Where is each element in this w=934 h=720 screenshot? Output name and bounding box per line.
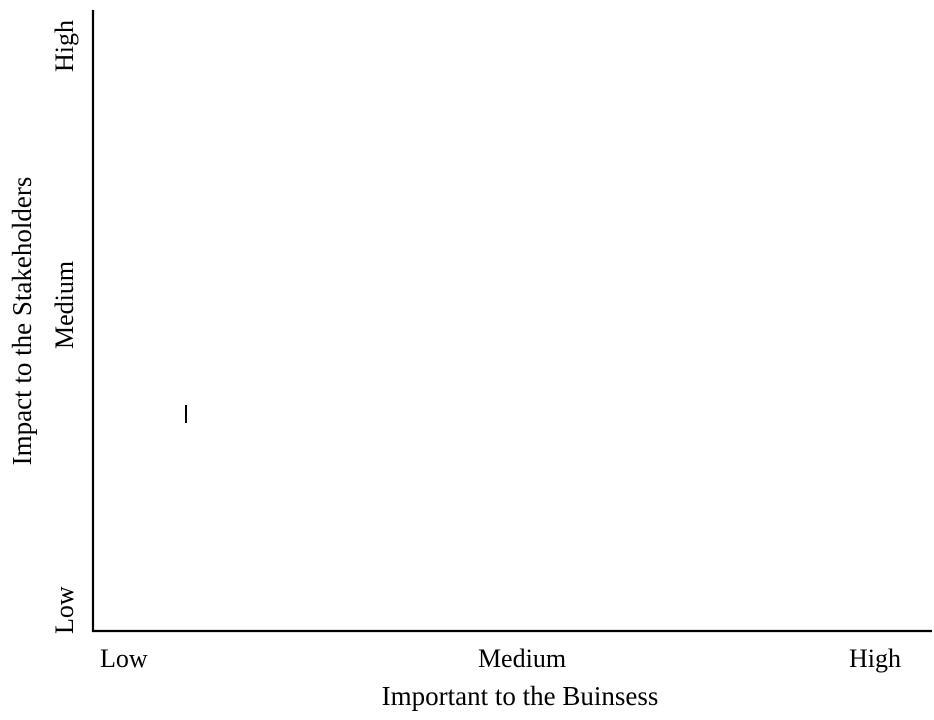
x-level-low: Low [100, 644, 148, 673]
y-level-low: Low [50, 586, 79, 634]
x-level-high: High [849, 644, 901, 673]
x-level-medium: Medium [478, 644, 566, 673]
y-level-medium: Medium [50, 261, 79, 349]
y-axis-title: Impact to the Stakeholders [7, 177, 37, 466]
y-level-high: High [50, 20, 79, 72]
x-axis-title: Important to the Buinsess [382, 681, 659, 711]
